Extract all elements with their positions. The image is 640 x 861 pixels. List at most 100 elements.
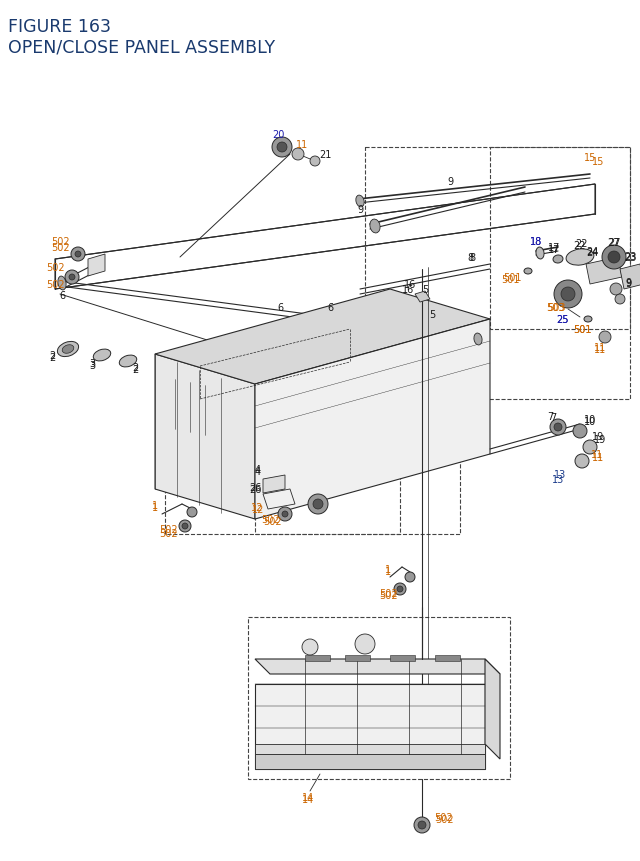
Text: 2: 2	[49, 353, 55, 362]
Text: 9: 9	[625, 278, 631, 288]
Text: 21: 21	[319, 150, 331, 160]
Polygon shape	[255, 744, 485, 754]
Circle shape	[394, 583, 406, 595]
Circle shape	[75, 251, 81, 257]
Ellipse shape	[93, 350, 111, 362]
Text: 502: 502	[45, 280, 64, 289]
Text: 18: 18	[530, 237, 542, 247]
Ellipse shape	[119, 356, 137, 368]
Text: 9: 9	[447, 177, 453, 187]
Text: 502: 502	[379, 588, 397, 598]
Circle shape	[69, 275, 75, 281]
Circle shape	[71, 248, 85, 262]
Text: 502: 502	[260, 514, 279, 524]
Text: 26: 26	[249, 485, 261, 494]
Text: 16: 16	[404, 280, 416, 289]
Circle shape	[602, 245, 626, 269]
Text: 11: 11	[296, 139, 308, 150]
Polygon shape	[255, 319, 490, 519]
Circle shape	[272, 138, 292, 158]
Polygon shape	[586, 257, 622, 285]
Text: 6: 6	[327, 303, 333, 313]
Text: 502: 502	[51, 237, 69, 247]
Text: 8: 8	[469, 253, 475, 263]
Text: 14: 14	[302, 792, 314, 802]
Ellipse shape	[474, 334, 482, 345]
Circle shape	[583, 441, 597, 455]
Text: 15: 15	[592, 157, 604, 167]
Polygon shape	[435, 655, 460, 661]
Circle shape	[313, 499, 323, 510]
Circle shape	[292, 149, 304, 161]
Text: 503: 503	[547, 303, 565, 313]
Circle shape	[561, 288, 575, 301]
Text: 27: 27	[608, 238, 620, 248]
Polygon shape	[155, 355, 255, 519]
Polygon shape	[263, 475, 285, 493]
Text: 13: 13	[552, 474, 564, 485]
Circle shape	[278, 507, 292, 522]
Polygon shape	[88, 255, 105, 276]
Text: 11: 11	[592, 453, 604, 462]
Text: 5: 5	[422, 285, 428, 294]
Text: 14: 14	[302, 794, 314, 804]
Text: 502: 502	[435, 812, 453, 822]
Text: 501: 501	[573, 325, 591, 335]
Ellipse shape	[370, 220, 380, 233]
Text: 24: 24	[586, 248, 598, 257]
Circle shape	[418, 821, 426, 829]
Text: 3: 3	[89, 361, 95, 370]
Text: 5: 5	[429, 310, 435, 319]
Ellipse shape	[566, 250, 594, 266]
Text: 11: 11	[591, 449, 603, 460]
Text: 502: 502	[436, 814, 454, 824]
Circle shape	[414, 817, 430, 833]
Text: 502: 502	[262, 517, 282, 526]
Polygon shape	[345, 655, 370, 661]
Polygon shape	[620, 264, 640, 289]
Text: 7: 7	[547, 412, 553, 422]
Text: 13: 13	[554, 469, 566, 480]
Polygon shape	[305, 655, 330, 661]
Circle shape	[65, 270, 79, 285]
Text: 3: 3	[89, 358, 95, 369]
Text: 24: 24	[586, 247, 598, 257]
Circle shape	[302, 639, 318, 655]
Text: 25: 25	[557, 314, 569, 325]
Polygon shape	[255, 684, 485, 769]
Polygon shape	[415, 292, 430, 303]
Text: 9: 9	[625, 279, 631, 288]
Text: 501: 501	[500, 275, 519, 285]
Polygon shape	[255, 754, 485, 769]
Text: 11: 11	[594, 344, 606, 355]
Text: 11: 11	[594, 343, 606, 353]
Circle shape	[405, 573, 415, 582]
Text: 8: 8	[467, 253, 473, 263]
Polygon shape	[255, 660, 500, 674]
Text: 6: 6	[59, 291, 65, 300]
Text: 17: 17	[548, 243, 560, 253]
Text: 502: 502	[51, 243, 69, 253]
Circle shape	[182, 523, 188, 530]
Ellipse shape	[524, 269, 532, 275]
Circle shape	[355, 635, 375, 654]
Text: 502: 502	[45, 263, 64, 273]
Polygon shape	[390, 655, 415, 661]
Text: 12: 12	[251, 503, 263, 512]
Polygon shape	[155, 289, 490, 385]
Text: 6: 6	[277, 303, 283, 313]
Text: 23: 23	[624, 253, 636, 263]
Text: 15: 15	[584, 152, 596, 163]
Text: 4: 4	[255, 464, 261, 474]
Text: 9: 9	[357, 205, 363, 214]
Text: 27: 27	[609, 238, 621, 248]
Text: 7: 7	[550, 412, 556, 423]
Text: 4: 4	[255, 467, 261, 476]
Text: 502: 502	[159, 524, 177, 535]
Text: 22: 22	[576, 238, 588, 249]
Ellipse shape	[356, 196, 364, 208]
Text: 25: 25	[557, 314, 569, 325]
Circle shape	[554, 281, 582, 308]
Text: 23: 23	[624, 251, 636, 262]
Text: 20: 20	[272, 130, 284, 139]
